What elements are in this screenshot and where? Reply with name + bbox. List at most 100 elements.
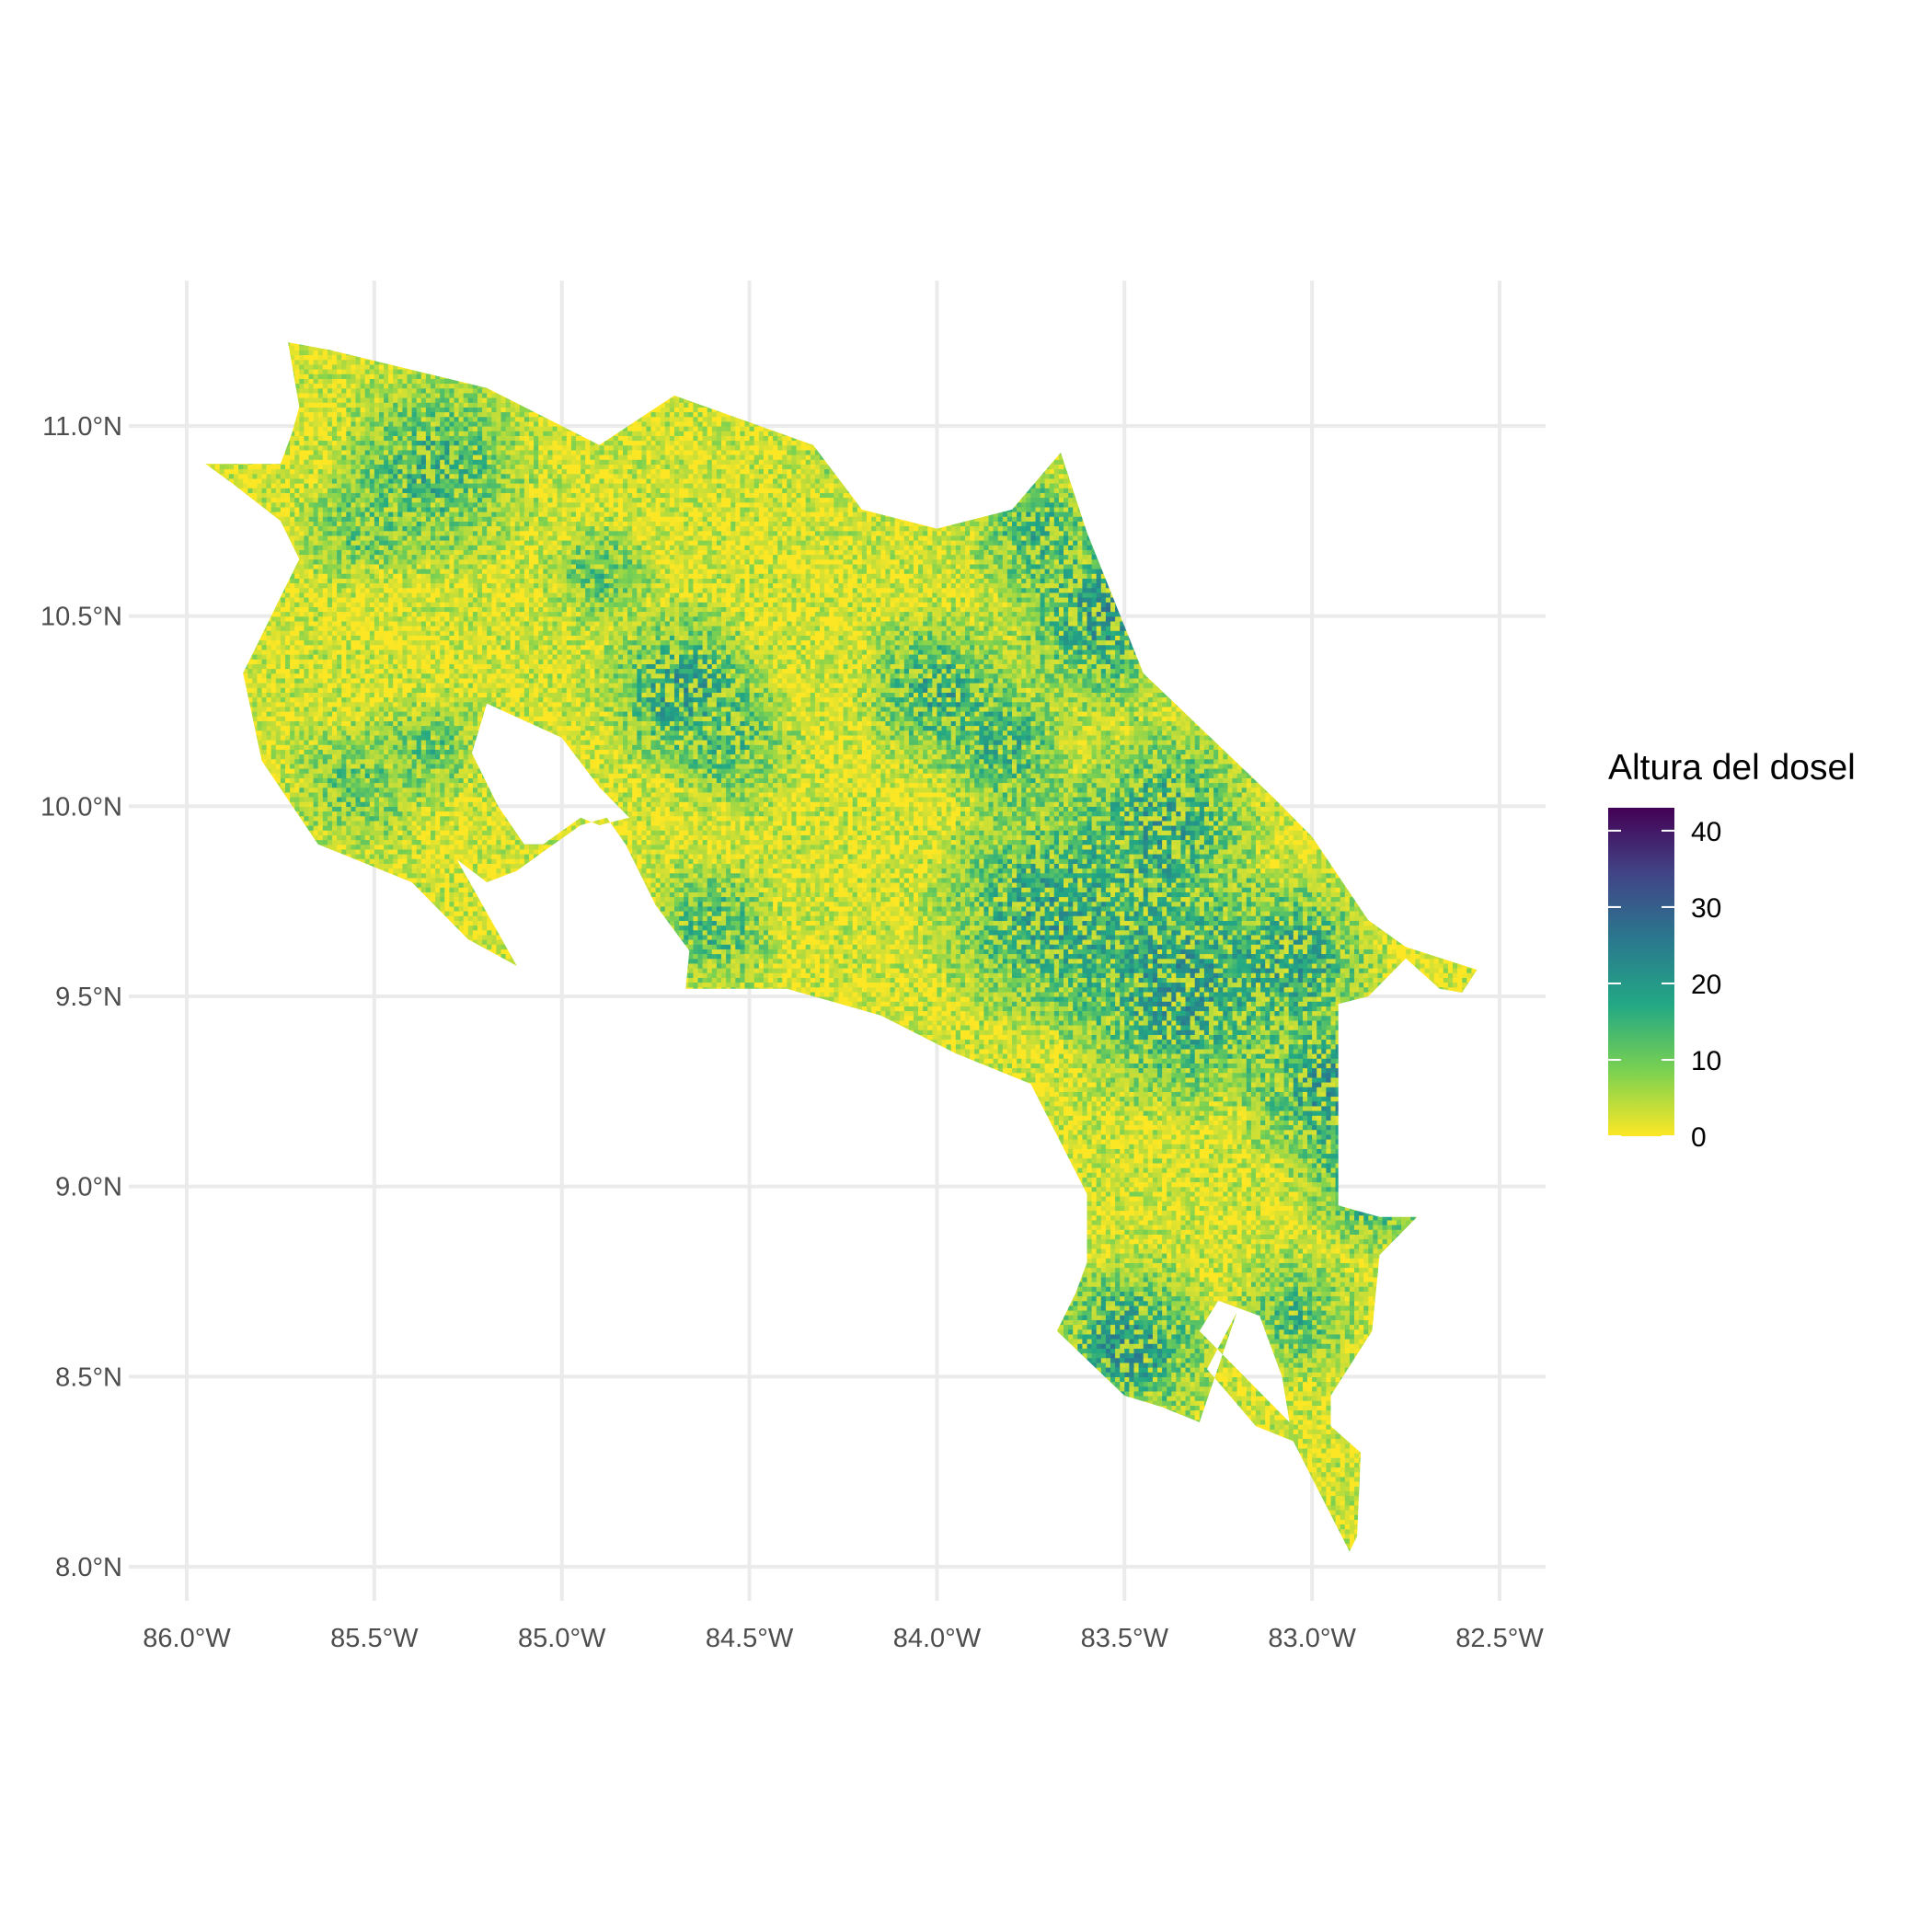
raster-cell [1237,1524,1243,1530]
raster-cell [567,1543,572,1548]
raster-cell [314,1501,319,1506]
raster-cell [267,1543,272,1548]
raster-cell [473,1547,478,1553]
raster-cell [1345,1514,1351,1520]
raster-cell [393,1501,398,1506]
raster-cell [201,1543,206,1548]
raster-cell [1007,1510,1013,1515]
raster-cell [1462,1490,1467,1496]
raster-cell [1336,1514,1341,1520]
raster-cell [496,1558,501,1563]
raster-cell [1471,1505,1477,1511]
raster-cell [824,1510,830,1515]
raster-cell [520,1547,525,1553]
raster-cell [1448,1514,1454,1520]
raster-cell [346,1486,351,1491]
raster-cell [1190,1547,1196,1553]
raster-cell [651,1510,657,1515]
raster-cell [482,1505,488,1511]
raster-cell [220,1490,225,1496]
raster-cell [740,1510,745,1515]
raster-cell [1373,1538,1378,1544]
raster-cell [571,1519,577,1524]
raster-cell [543,1538,548,1544]
raster-cell [665,1538,671,1544]
raster-cell [285,1529,291,1535]
raster-cell [1129,1490,1134,1496]
raster-cell [947,1547,952,1553]
raster-cell [1162,1558,1167,1563]
raster-cell [431,1529,436,1535]
raster-cell [1077,1529,1083,1535]
raster-cell [998,1543,1004,1548]
raster-cell [974,1538,980,1544]
raster-cell [1171,1529,1177,1535]
raster-cell [538,1524,544,1530]
raster-cell [318,1514,324,1520]
raster-cell [252,1514,258,1520]
raster-cell [1247,1519,1252,1524]
raster-cell [618,1481,624,1487]
raster-cell [1045,1543,1051,1548]
raster-cell [314,1514,319,1520]
raster-cell [299,1529,305,1535]
raster-cell [323,1501,328,1506]
raster-cell [797,1481,802,1487]
raster-cell [440,1553,445,1558]
raster-cell [1457,1514,1463,1520]
raster-cell [1054,1547,1060,1553]
raster-cell [614,1538,619,1544]
raster-cell [1045,1547,1051,1553]
raster-cell [1153,1538,1158,1544]
raster-cell [923,1496,928,1501]
raster-cell [402,1496,408,1501]
raster-cell [791,1553,797,1558]
raster-cell [421,1534,427,1539]
raster-cell [1368,1547,1374,1553]
raster-cell [782,1486,788,1491]
raster-cell [989,1529,995,1535]
raster-cell [1481,1490,1487,1496]
raster-cell [1247,1558,1252,1563]
raster-cell [609,1490,615,1496]
raster-cell [1087,1490,1093,1496]
raster-cell [1233,1558,1238,1563]
raster-cell [1354,1524,1360,1530]
raster-cell [384,1519,389,1524]
raster-cell [604,1501,610,1506]
raster-cell [1425,1529,1431,1535]
raster-cell [1007,1481,1013,1487]
raster-cell [820,1543,825,1548]
raster-cell [1204,1486,1210,1491]
raster-cell [951,1543,957,1548]
raster-cell [1045,1505,1051,1511]
raster-cell [1115,1538,1121,1544]
raster-cell [712,1558,718,1563]
raster-cell [196,1510,201,1515]
raster-cell [656,1501,661,1506]
raster-cell [1162,1519,1167,1524]
raster-cell [361,1481,366,1487]
raster-cell [871,1529,877,1535]
raster-cell [332,1514,338,1520]
raster-cell [726,1514,731,1520]
raster-cell [243,1553,248,1558]
raster-cell [1041,1501,1046,1506]
raster-cell [229,1510,235,1515]
raster-cell [951,1534,957,1539]
raster-cell [534,1486,539,1491]
raster-cell [1397,1510,1402,1515]
raster-cell [229,1496,235,1501]
raster-cell [609,1524,615,1530]
raster-cell [1453,1534,1458,1539]
raster-cell [1260,1524,1266,1530]
raster-cell [838,1529,844,1535]
raster-cell [904,1538,910,1544]
raster-cell [895,1558,901,1563]
raster-cell [473,1543,478,1548]
raster-cell [674,1558,680,1563]
raster-cell [1415,1486,1420,1491]
raster-cell [1303,1524,1308,1530]
raster-cell [1171,1524,1177,1530]
raster-cell [1443,1529,1449,1535]
